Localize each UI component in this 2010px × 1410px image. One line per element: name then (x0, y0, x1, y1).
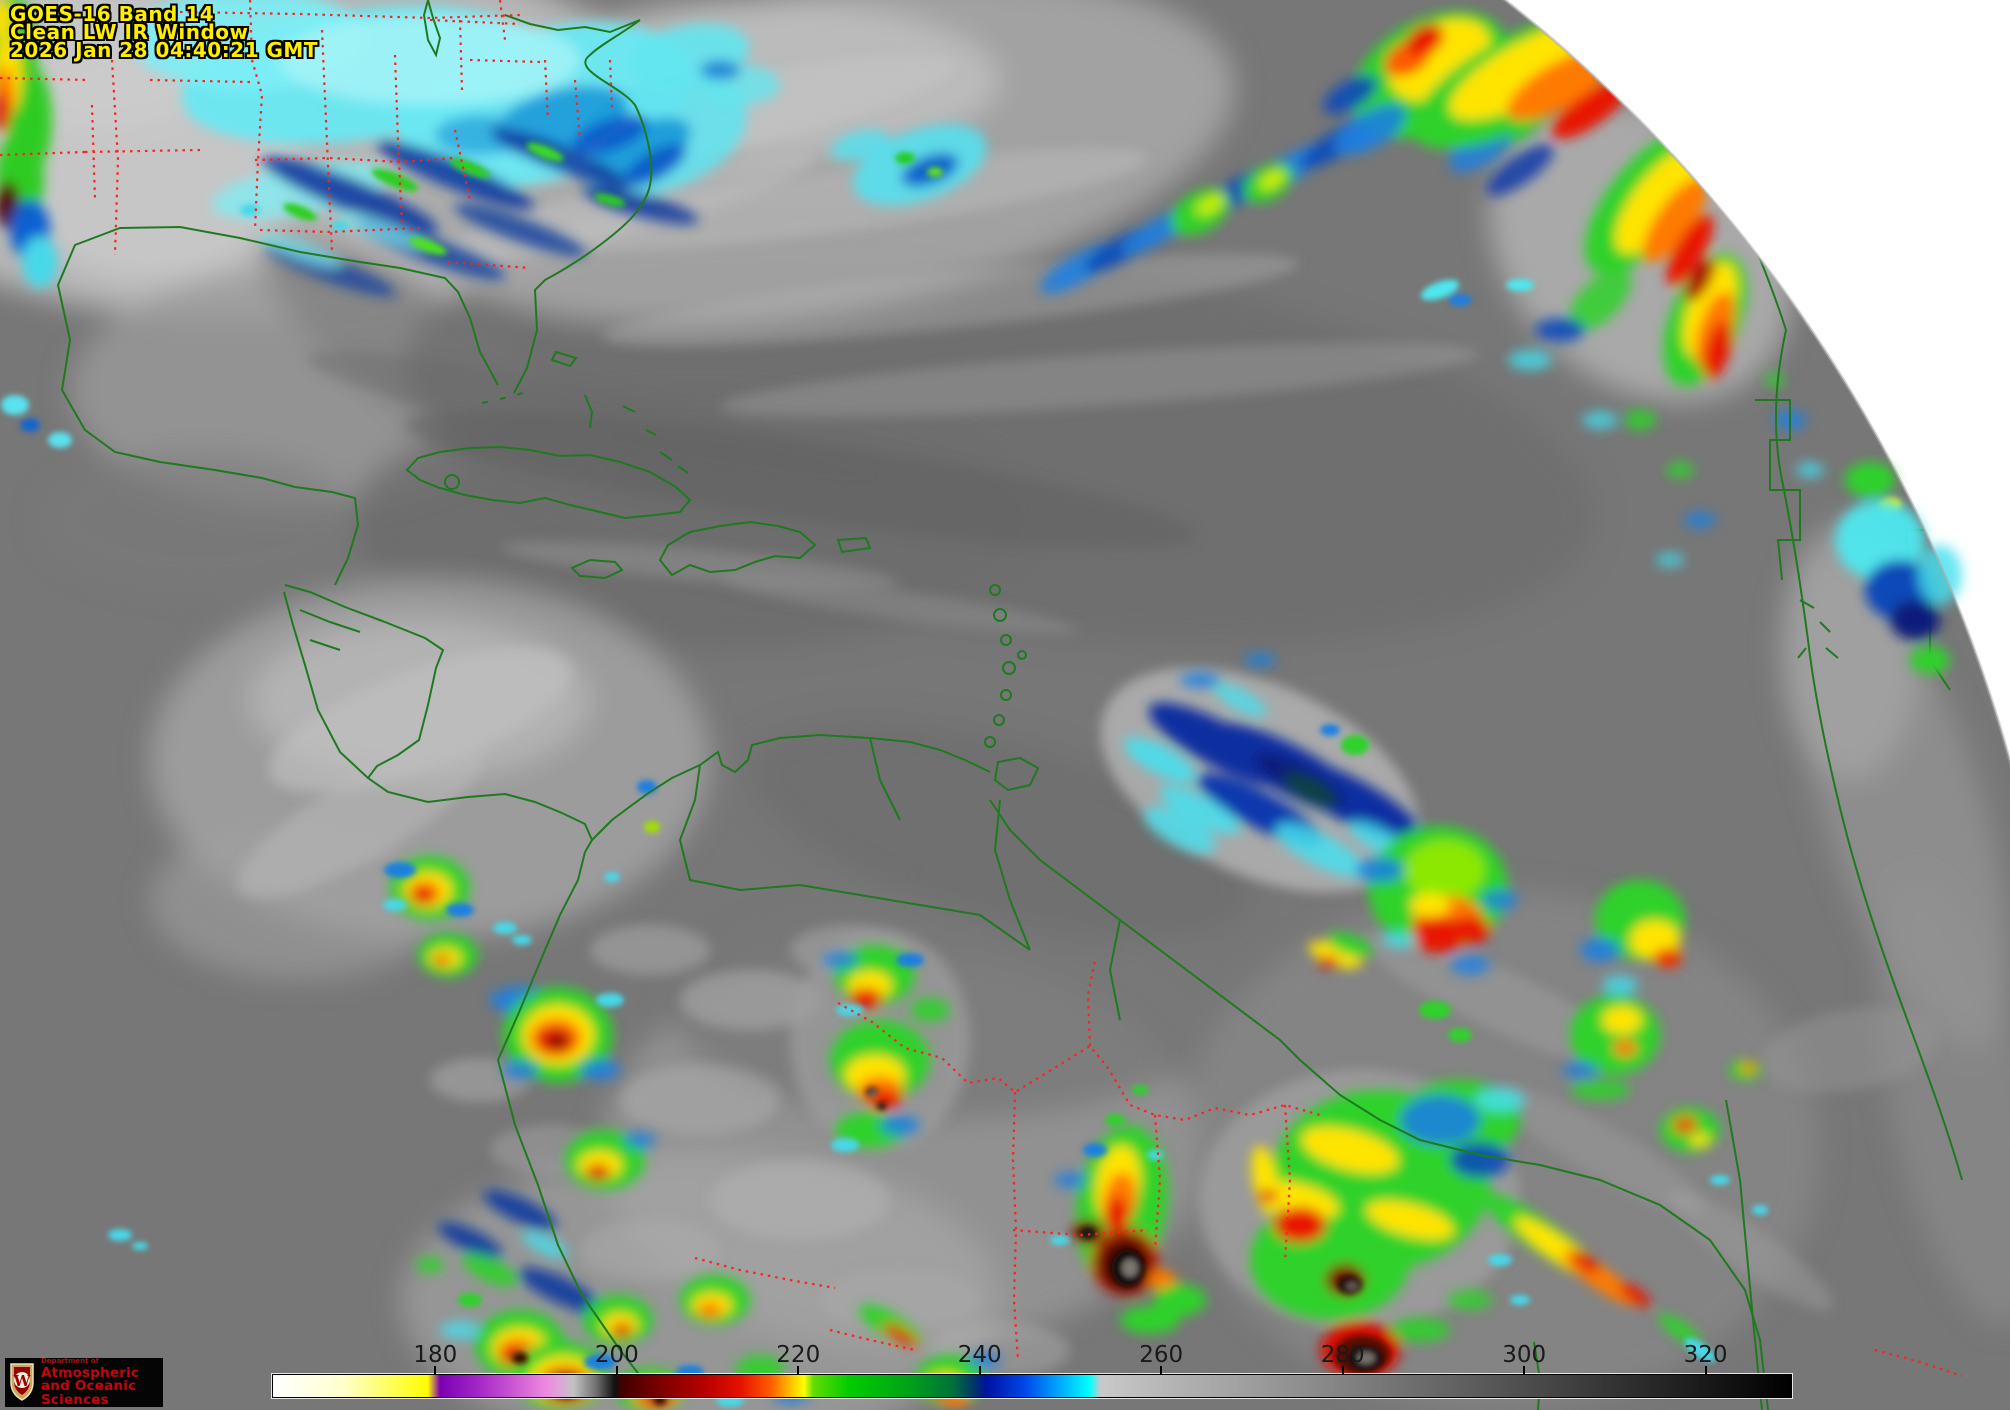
temperature-colorbar (272, 1374, 1792, 1398)
uw-crest-icon: W (10, 1362, 34, 1401)
colorbar-tick-label: 280 (1320, 1342, 1365, 1368)
country-border-lines (56, 0, 1963, 1410)
colorbar-tick-label: 200 (594, 1342, 639, 1368)
state-border-lines (0, 0, 1991, 1378)
header-timestamp: 2026 Jan 28 04:40:21 GMT (10, 38, 318, 62)
colorbar-tick-label: 300 (1502, 1342, 1547, 1368)
colorbar-tick-label: 260 (1139, 1342, 1184, 1368)
header-product-name: Clean LW IR Window (10, 20, 249, 44)
colorbar-tick-mark (1341, 1366, 1344, 1374)
header-satellite-band: GOES-16 Band 14 (10, 2, 215, 26)
logo-department-label: Department of (41, 1356, 99, 1365)
svg-text:W: W (13, 1372, 32, 1390)
colorbar-tick-label: 180 (413, 1342, 458, 1368)
colorbar-tick-mark (1160, 1366, 1163, 1374)
logo-name-line2: and Oceanic Sciences (41, 1378, 137, 1408)
colorbar-tick-label: 220 (776, 1342, 821, 1368)
colorbar-tick-mark (615, 1366, 618, 1374)
colorbar-tick-label: 240 (957, 1342, 1002, 1368)
convective-core-layer (1, 142, 1902, 1407)
colorbar-tick-mark (1523, 1366, 1526, 1374)
logo-name-line1: Atmospheric (41, 1364, 140, 1381)
colorbar-tick-mark (434, 1366, 437, 1374)
limb-cloud-layer (1835, 462, 1962, 674)
image-header: GOES-16 Band 14 Clean LW IR Window 2026 … (10, 2, 318, 62)
colorbar-tick-label: 320 (1683, 1342, 1728, 1368)
colorbar-tick-mark (1704, 1366, 1707, 1374)
colorbar-tick-mark (797, 1366, 800, 1374)
uw-aos-logo: W Department of Atmospheric and Oceanic … (5, 1356, 163, 1408)
colorbar-tick-mark (978, 1366, 981, 1374)
logo-text: Department of Atmospheric and Oceanic Sc… (41, 1356, 163, 1408)
